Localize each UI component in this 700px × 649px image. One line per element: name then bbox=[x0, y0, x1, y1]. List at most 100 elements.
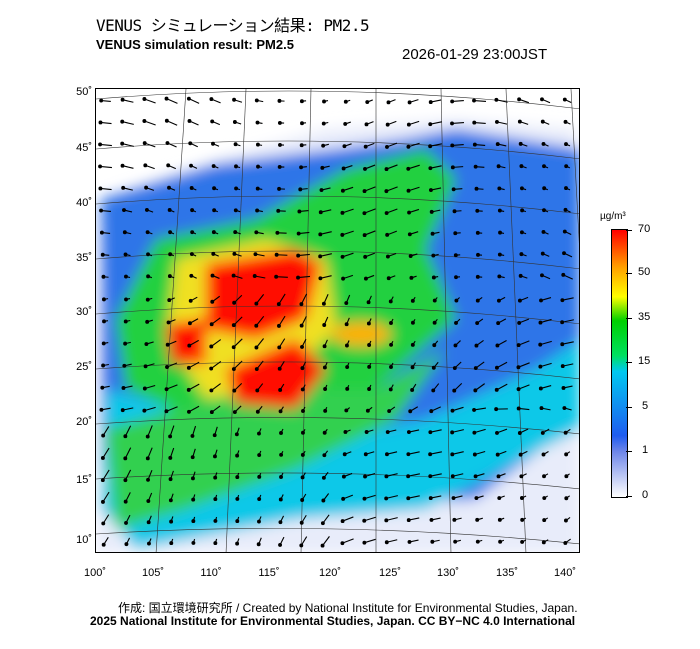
lon-tick: 115˚ bbox=[258, 567, 280, 579]
wind-arrow-head bbox=[99, 208, 104, 213]
wind-arrow-head bbox=[343, 99, 348, 104]
wind-arrow-head bbox=[516, 343, 521, 348]
wind-arrow-head bbox=[472, 142, 477, 147]
colorbar-label: 1 bbox=[642, 444, 649, 456]
wind-arrow-head bbox=[121, 185, 126, 190]
wind-arrow-head bbox=[541, 229, 546, 234]
timestamp: 2026-01-29 23:00JST bbox=[402, 46, 548, 63]
wind-arrow-head bbox=[495, 343, 500, 348]
wind-arrow-head bbox=[518, 141, 523, 146]
wind-arrow-head bbox=[232, 300, 237, 305]
wind-arrow-head bbox=[167, 274, 172, 279]
wind-arrow-head bbox=[187, 343, 192, 348]
wind-arrow bbox=[124, 425, 132, 437]
wind-arrow-head bbox=[298, 187, 303, 192]
wind-arrow-head bbox=[257, 519, 261, 524]
wind-arrow-head bbox=[169, 519, 174, 524]
wind-arrow-head bbox=[385, 430, 390, 434]
wind-arrow-head bbox=[450, 408, 455, 413]
wind-arrow bbox=[562, 319, 574, 323]
wind-arrow-head bbox=[385, 122, 390, 127]
wind-arrow-head bbox=[299, 165, 304, 170]
wind-arrow-head bbox=[255, 388, 260, 393]
wind-arrow-head bbox=[123, 499, 128, 504]
wind-arrow-head bbox=[254, 230, 259, 235]
wind-arrow-head bbox=[453, 343, 458, 348]
wind-arrow-head bbox=[516, 406, 521, 411]
wind-arrow-head bbox=[276, 208, 281, 213]
wind-arrow bbox=[210, 339, 222, 347]
wind-arrow-head bbox=[144, 185, 149, 190]
wind-arrow-head bbox=[145, 319, 150, 324]
wind-arrow-head bbox=[519, 164, 524, 169]
wind-arrow-head bbox=[164, 118, 169, 123]
wind-arrow-head bbox=[540, 119, 545, 124]
wind-arrow bbox=[122, 143, 134, 147]
wind-arrow-head bbox=[363, 254, 368, 259]
wind-arrow-head bbox=[123, 319, 128, 324]
wind-arrow-head bbox=[428, 166, 433, 171]
wind-arrow-head bbox=[540, 430, 545, 435]
wind-arrow-head bbox=[344, 322, 349, 327]
wind-arrow-head bbox=[254, 345, 259, 350]
wind-arrow bbox=[233, 338, 243, 348]
wind-arrow-head bbox=[385, 144, 389, 149]
wind-arrow-head bbox=[454, 320, 458, 325]
wind-arrow bbox=[562, 341, 574, 345]
wind-arrow-head bbox=[101, 542, 106, 547]
wind-arrow-head bbox=[318, 210, 323, 215]
wind-arrow-head bbox=[235, 453, 240, 458]
wind-arrow-head bbox=[122, 363, 127, 368]
wind-arrow bbox=[518, 362, 530, 368]
wind-arrow-head bbox=[473, 474, 478, 479]
wind-arrow-head bbox=[232, 120, 237, 124]
wind-arrow-head bbox=[321, 121, 326, 126]
wind-arrow-head bbox=[475, 539, 480, 544]
colorbar-unit: µg/m³ bbox=[600, 211, 626, 222]
wind-arrow-head bbox=[190, 455, 195, 460]
wind-arrow-head bbox=[389, 320, 393, 325]
wind-arrow-head bbox=[408, 409, 413, 414]
wind-arrow-head bbox=[255, 208, 260, 213]
lat-tick: 35˚ bbox=[76, 252, 92, 264]
wind-arrow-head bbox=[142, 386, 147, 391]
wind-arrow-head bbox=[538, 342, 543, 347]
wind-arrow-head bbox=[563, 540, 568, 545]
wind-arrow-head bbox=[322, 323, 327, 327]
wind-arrow bbox=[100, 143, 112, 147]
wind-arrow-head bbox=[475, 230, 480, 235]
wind-arrow-head bbox=[384, 540, 389, 545]
wind-arrow-head bbox=[388, 387, 393, 392]
wind-arrow-head bbox=[564, 496, 569, 501]
wind-arrow-head bbox=[343, 121, 348, 126]
wind-arrow-head bbox=[496, 474, 501, 479]
colorbar-label: 0 bbox=[642, 489, 649, 501]
wind-arrow-head bbox=[231, 273, 236, 278]
wind-arrow-head bbox=[120, 141, 125, 146]
wind-arrow-head bbox=[168, 477, 173, 482]
wind-arrow-head bbox=[560, 342, 565, 347]
title-japanese: VENUS シミュレーション結果: PM2.5 bbox=[96, 16, 370, 35]
wind-arrow-head bbox=[407, 210, 412, 215]
wind-arrow-head bbox=[210, 299, 215, 304]
wind-arrow-head bbox=[495, 142, 500, 147]
wind-arrow-head bbox=[562, 97, 567, 102]
wind-arrow-head bbox=[367, 387, 372, 391]
wind-arrow-head bbox=[120, 119, 125, 124]
wind-arrow-head bbox=[190, 208, 195, 213]
wind-arrow-head bbox=[257, 497, 262, 501]
wind-arrow-head bbox=[407, 100, 412, 105]
wind-arrow-head bbox=[211, 141, 215, 146]
wind-arrow-head bbox=[320, 165, 325, 170]
lon-tick: 120˚ bbox=[318, 567, 342, 579]
wind-arrow-head bbox=[99, 230, 104, 235]
wind-arrow-head bbox=[164, 409, 169, 414]
wind-arrow-head bbox=[362, 233, 367, 238]
wind-arrow-head bbox=[213, 475, 218, 480]
wind-arrow bbox=[147, 425, 153, 437]
wind-arrow bbox=[408, 495, 420, 499]
wind-arrow-head bbox=[276, 302, 281, 307]
wind-arrow-head bbox=[257, 474, 262, 479]
wind-arrow-head bbox=[277, 323, 281, 328]
wind-arrow-head bbox=[431, 275, 436, 280]
